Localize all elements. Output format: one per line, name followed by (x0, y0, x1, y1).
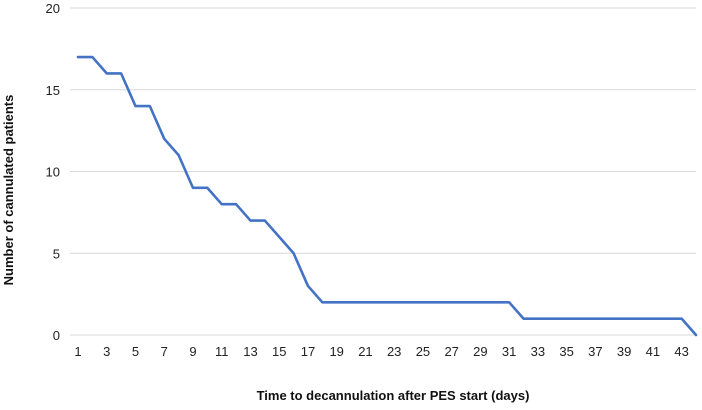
x-tick-label: 9 (189, 344, 196, 359)
y-tick-label: 20 (46, 1, 60, 16)
series-layer (76, 55, 698, 337)
y-tick-label: 0 (53, 328, 60, 343)
x-tick-label: 27 (444, 344, 458, 359)
y-tick-label: 15 (46, 83, 60, 98)
y-axis-tick-labels: 0 5 10 15 20 (46, 1, 60, 343)
x-tick-label: 35 (559, 344, 573, 359)
x-tick-label: 11 (215, 344, 229, 359)
x-axis-title: Time to decannulation after PES start (d… (257, 388, 530, 403)
x-tick-label: 39 (617, 344, 631, 359)
x-tick-label: 7 (161, 344, 168, 359)
y-tick-label: 5 (53, 246, 60, 261)
x-tick-label: 15 (272, 344, 286, 359)
x-tick-label: 1 (74, 344, 81, 359)
x-tick-label: 5 (132, 344, 139, 359)
x-tick-label: 29 (473, 344, 487, 359)
x-tick-label: 43 (674, 344, 688, 359)
x-tick-label: 19 (329, 344, 343, 359)
x-tick-label: 17 (301, 344, 315, 359)
y-axis-title: Number of cannulated patients (1, 95, 16, 286)
x-tick-label: 33 (531, 344, 545, 359)
x-tick-label: 41 (646, 344, 660, 359)
gridlines (70, 7, 696, 336)
x-tick-label: 25 (416, 344, 430, 359)
x-tick-label: 21 (358, 344, 372, 359)
x-tick-label: 13 (243, 344, 257, 359)
x-tick-label: 37 (588, 344, 602, 359)
series-line-0 (76, 55, 698, 337)
y-tick-label: 10 (46, 165, 60, 180)
x-tick-label: 23 (387, 344, 401, 359)
x-tick-label: 3 (103, 344, 110, 359)
x-tick-label: 31 (502, 344, 516, 359)
x-axis-tick-labels: 1 3 5 7 9 11 13 15 17 19 21 23 25 27 29 31 33 35 37 39 41 43 (74, 344, 688, 359)
